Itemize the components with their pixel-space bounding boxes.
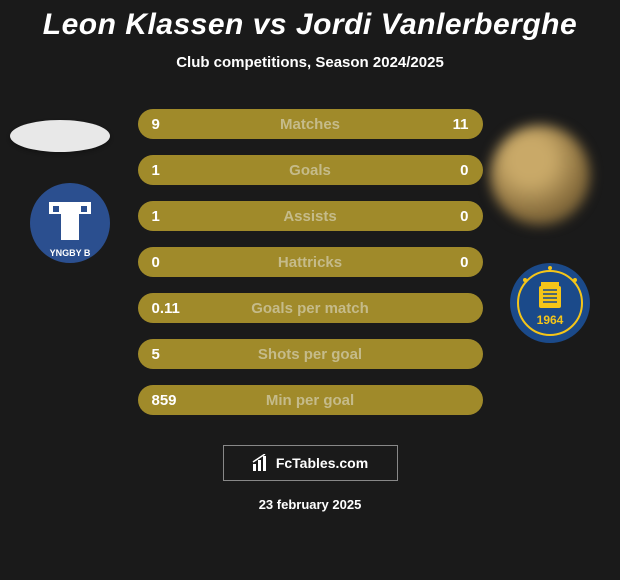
footer-brand-text: FcTables.com — [276, 455, 368, 471]
stat-right-value: 11 — [419, 116, 469, 133]
stat-left-value: 0.11 — [152, 300, 202, 317]
stat-row: 0 Hattricks 0 — [138, 247, 483, 277]
stat-label: Hattricks — [278, 254, 342, 271]
footer-brand-box[interactable]: FcTables.com — [223, 445, 398, 481]
stat-label: Goals — [289, 162, 331, 179]
club-right-badge: 1964 — [500, 260, 600, 345]
stat-row: 0.11 Goals per match — [138, 293, 483, 323]
stat-label: Shots per goal — [258, 346, 362, 363]
page-subtitle: Club competitions, Season 2024/2025 — [176, 54, 444, 71]
stat-left-value: 5 — [152, 346, 202, 363]
stat-left-value: 0 — [152, 254, 202, 271]
stat-left-value: 1 — [152, 208, 202, 225]
stat-label: Goals per match — [251, 300, 369, 317]
stat-right-value: 0 — [419, 162, 469, 179]
stat-row: 1 Assists 0 — [138, 201, 483, 231]
stat-left-value: 859 — [152, 392, 202, 409]
stats-area: 9Matches111Goals01Assists00Hattricks00.1… — [138, 109, 483, 431]
stat-left-value: 9 — [152, 116, 202, 133]
club-left-badge: YNGBY B — [20, 180, 120, 265]
stat-row: 5 Shots per goal — [138, 339, 483, 369]
page-title: Leon Klassen vs Jordi Vanlerberghe — [43, 8, 577, 42]
club-right-icon: 1964 — [509, 262, 591, 344]
stat-right-value: 0 — [419, 254, 469, 271]
club-left-icon: YNGBY B — [29, 182, 111, 264]
stat-right-value: 0 — [419, 208, 469, 225]
stat-label: Assists — [283, 208, 336, 225]
stat-row: 1 Goals 0 — [138, 155, 483, 185]
chart-icon — [252, 454, 270, 472]
player-left-avatar — [10, 120, 110, 152]
stat-label: Matches — [280, 116, 340, 133]
player-right-avatar — [490, 125, 590, 225]
stat-row: 859 Min per goal — [138, 385, 483, 415]
stat-row: 9 Matches 11 — [138, 109, 483, 139]
stat-left-value: 1 — [152, 162, 202, 179]
comparison-card: Leon Klassen vs Jordi Vanlerberghe Club … — [0, 0, 620, 580]
stat-label: Min per goal — [266, 392, 354, 409]
comparison-date: 23 february 2025 — [259, 497, 362, 512]
club-left-text: YNGBY B — [50, 248, 91, 258]
club-right-year: 1964 — [537, 313, 564, 327]
